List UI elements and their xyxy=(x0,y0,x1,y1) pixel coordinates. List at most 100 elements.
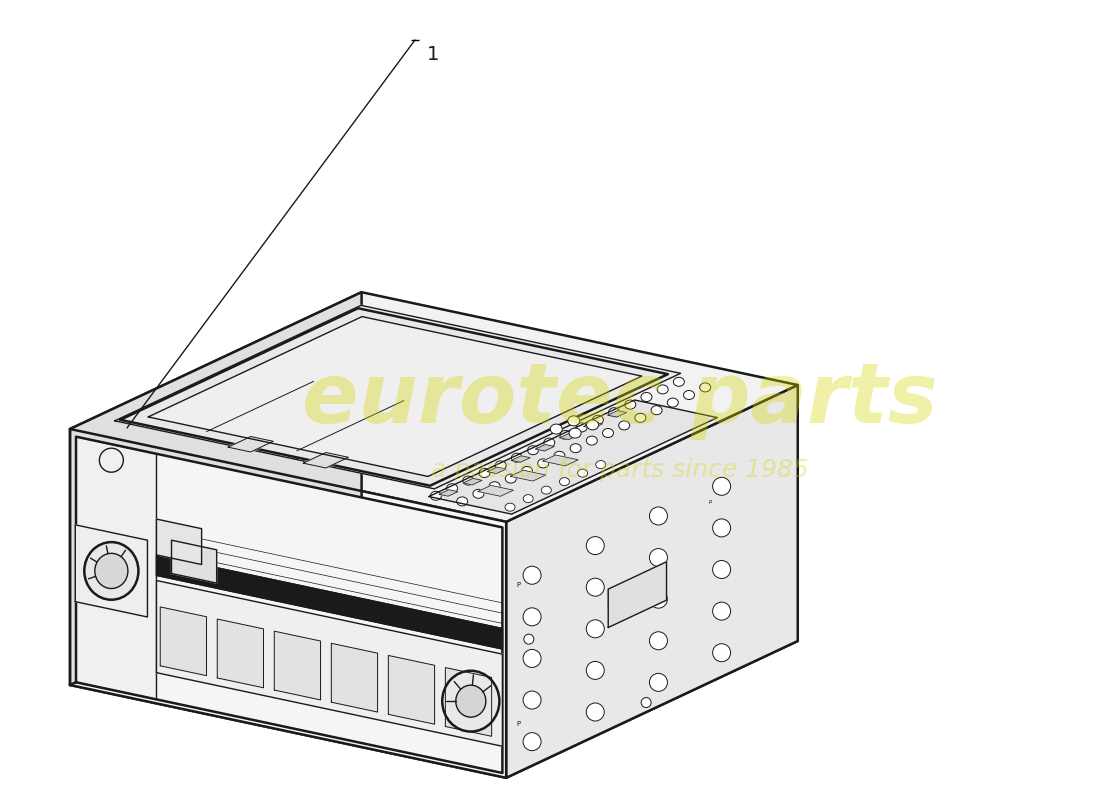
Ellipse shape xyxy=(603,429,614,438)
Ellipse shape xyxy=(570,444,581,453)
Polygon shape xyxy=(536,445,554,451)
Ellipse shape xyxy=(524,494,534,502)
Ellipse shape xyxy=(447,484,458,493)
Ellipse shape xyxy=(430,491,441,500)
Ellipse shape xyxy=(524,566,541,584)
Ellipse shape xyxy=(586,436,597,445)
Polygon shape xyxy=(76,437,503,773)
Ellipse shape xyxy=(455,685,486,717)
Polygon shape xyxy=(75,525,147,617)
Text: 1: 1 xyxy=(427,45,439,64)
Ellipse shape xyxy=(524,733,541,750)
Ellipse shape xyxy=(713,519,730,537)
Polygon shape xyxy=(446,667,492,736)
Ellipse shape xyxy=(442,670,499,731)
Ellipse shape xyxy=(713,602,730,620)
Polygon shape xyxy=(218,619,264,688)
Ellipse shape xyxy=(649,549,668,566)
Ellipse shape xyxy=(673,378,684,386)
Ellipse shape xyxy=(512,454,522,462)
Polygon shape xyxy=(429,400,717,514)
Polygon shape xyxy=(331,643,377,712)
Text: P: P xyxy=(516,721,520,726)
Polygon shape xyxy=(560,433,579,440)
Ellipse shape xyxy=(649,590,668,608)
Ellipse shape xyxy=(593,415,604,424)
Ellipse shape xyxy=(596,461,606,469)
Ellipse shape xyxy=(668,398,679,407)
Ellipse shape xyxy=(635,414,646,422)
Ellipse shape xyxy=(456,497,468,506)
Polygon shape xyxy=(114,306,681,489)
Polygon shape xyxy=(608,410,627,417)
Ellipse shape xyxy=(524,650,541,667)
Ellipse shape xyxy=(700,383,711,392)
Ellipse shape xyxy=(586,537,604,554)
Polygon shape xyxy=(70,548,798,778)
Ellipse shape xyxy=(550,424,562,434)
Text: P: P xyxy=(516,582,520,589)
Polygon shape xyxy=(156,519,201,565)
Ellipse shape xyxy=(625,400,636,409)
Ellipse shape xyxy=(85,542,139,600)
Polygon shape xyxy=(70,292,798,522)
Ellipse shape xyxy=(641,393,652,402)
Ellipse shape xyxy=(657,385,668,394)
Ellipse shape xyxy=(651,406,662,414)
Polygon shape xyxy=(542,455,579,466)
Polygon shape xyxy=(439,490,458,496)
Ellipse shape xyxy=(586,662,604,679)
Polygon shape xyxy=(487,467,506,474)
Ellipse shape xyxy=(528,446,539,454)
Ellipse shape xyxy=(649,507,668,525)
Polygon shape xyxy=(608,562,667,627)
Ellipse shape xyxy=(713,644,730,662)
Ellipse shape xyxy=(608,408,619,417)
Text: p: p xyxy=(708,499,712,504)
Polygon shape xyxy=(506,385,798,778)
Polygon shape xyxy=(510,470,546,481)
Ellipse shape xyxy=(586,703,604,721)
Polygon shape xyxy=(304,453,349,468)
Ellipse shape xyxy=(295,448,308,460)
Ellipse shape xyxy=(586,420,598,430)
Ellipse shape xyxy=(495,461,506,470)
Polygon shape xyxy=(156,581,503,746)
Ellipse shape xyxy=(713,561,730,578)
Ellipse shape xyxy=(505,474,516,483)
Ellipse shape xyxy=(578,469,587,477)
Polygon shape xyxy=(512,456,530,462)
Ellipse shape xyxy=(490,482,500,490)
Polygon shape xyxy=(172,540,217,583)
Ellipse shape xyxy=(683,390,694,399)
Ellipse shape xyxy=(554,451,565,460)
Ellipse shape xyxy=(713,478,730,495)
Ellipse shape xyxy=(560,478,570,486)
Polygon shape xyxy=(463,478,482,485)
Ellipse shape xyxy=(95,554,128,589)
Ellipse shape xyxy=(649,674,668,691)
Polygon shape xyxy=(76,437,156,699)
Polygon shape xyxy=(156,555,503,649)
Ellipse shape xyxy=(463,476,474,485)
Ellipse shape xyxy=(543,438,554,447)
Ellipse shape xyxy=(576,423,587,432)
Text: eurotec parts: eurotec parts xyxy=(302,359,937,441)
Ellipse shape xyxy=(560,430,571,439)
Ellipse shape xyxy=(521,466,532,475)
Ellipse shape xyxy=(505,503,515,511)
Ellipse shape xyxy=(99,448,123,472)
Polygon shape xyxy=(120,308,668,486)
Ellipse shape xyxy=(569,428,581,438)
Polygon shape xyxy=(584,422,603,428)
Polygon shape xyxy=(228,437,273,452)
Ellipse shape xyxy=(586,578,604,596)
Ellipse shape xyxy=(524,634,534,644)
Text: a passion for parts since 1985: a passion for parts since 1985 xyxy=(431,458,808,482)
Ellipse shape xyxy=(541,486,551,494)
Polygon shape xyxy=(477,486,514,496)
Ellipse shape xyxy=(568,416,580,426)
Ellipse shape xyxy=(473,490,484,498)
Polygon shape xyxy=(274,631,320,700)
Ellipse shape xyxy=(524,691,541,709)
